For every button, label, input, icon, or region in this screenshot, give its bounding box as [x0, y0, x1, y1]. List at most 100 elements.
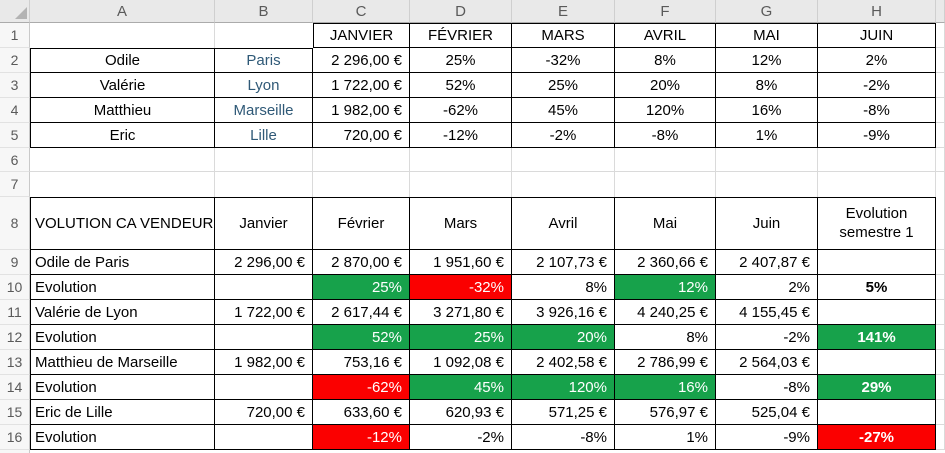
cell-F12[interactable]: 8%	[615, 325, 716, 350]
cell-A8[interactable]: VOLUTION CA VENDEUR	[30, 197, 215, 250]
row-header-16[interactable]: 16	[0, 425, 30, 450]
cell-F5[interactable]: -8%	[615, 123, 716, 148]
cell-C16[interactable]: -12%	[313, 425, 410, 450]
cell-A11[interactable]: Valérie de Lyon	[30, 300, 215, 325]
cell-A1[interactable]	[30, 23, 215, 48]
cell-I3-partial[interactable]	[936, 73, 945, 98]
cell-H11[interactable]	[818, 300, 936, 325]
cell-G16[interactable]: -9%	[716, 425, 818, 450]
cell-D10[interactable]: -32%	[410, 275, 512, 300]
column-header-A[interactable]: A	[30, 0, 215, 23]
cell-B16[interactable]	[215, 425, 313, 450]
row-header-2[interactable]: 2	[0, 48, 30, 73]
cell-G3[interactable]: 8%	[716, 73, 818, 98]
cell-F2[interactable]: 8%	[615, 48, 716, 73]
cell-A16[interactable]: Evolution	[30, 425, 215, 450]
cell-A2[interactable]: Odile	[30, 48, 215, 73]
cell-C2[interactable]: 2 296,00 €	[313, 48, 410, 73]
cell-H1[interactable]: JUIN	[818, 23, 936, 48]
cell-I5-partial[interactable]	[936, 123, 945, 148]
cell-A13[interactable]: Matthieu de Marseille	[30, 350, 215, 375]
cell-D13[interactable]: 1 092,08 €	[410, 350, 512, 375]
cell-I9-partial[interactable]	[936, 250, 945, 275]
row-header-4[interactable]: 4	[0, 98, 30, 123]
cell-E9[interactable]: 2 107,73 €	[512, 250, 615, 275]
cell-D8[interactable]: Mars	[410, 197, 512, 250]
cell-I15-partial[interactable]	[936, 400, 945, 425]
cell-I12-partial[interactable]	[936, 325, 945, 350]
cell-E10[interactable]: 8%	[512, 275, 615, 300]
cell-E5[interactable]: -2%	[512, 123, 615, 148]
cell-A4[interactable]: Matthieu	[30, 98, 215, 123]
cell-H5[interactable]: -9%	[818, 123, 936, 148]
cell-G8[interactable]: Juin	[716, 197, 818, 250]
cell-G11[interactable]: 4 155,45 €	[716, 300, 818, 325]
cell-E12[interactable]: 20%	[512, 325, 615, 350]
cell-H12[interactable]: 141%	[818, 325, 936, 350]
cell-A14[interactable]: Evolution	[30, 375, 215, 400]
cell-I11-partial[interactable]	[936, 300, 945, 325]
cell-D14[interactable]: 45%	[410, 375, 512, 400]
cell-I16-partial[interactable]	[936, 425, 945, 450]
cell-E8[interactable]: Avril	[512, 197, 615, 250]
column-header-B[interactable]: B	[215, 0, 313, 23]
cell-C15[interactable]: 633,60 €	[313, 400, 410, 425]
cell-I4-partial[interactable]	[936, 98, 945, 123]
cell-D1[interactable]: FÉVRIER	[410, 23, 512, 48]
cell-C4[interactable]: 1 982,00 €	[313, 98, 410, 123]
cell-I14-partial[interactable]	[936, 375, 945, 400]
cell-F8[interactable]: Mai	[615, 197, 716, 250]
cell-F15[interactable]: 576,97 €	[615, 400, 716, 425]
cell-H15[interactable]	[818, 400, 936, 425]
cell-H16[interactable]: -27%	[818, 425, 936, 450]
cell-C12[interactable]: 52%	[313, 325, 410, 350]
cell-E15[interactable]: 571,25 €	[512, 400, 615, 425]
row-header-5[interactable]: 5	[0, 123, 30, 148]
cell-E14[interactable]: 120%	[512, 375, 615, 400]
cell-H10[interactable]: 5%	[818, 275, 936, 300]
cell-E4[interactable]: 45%	[512, 98, 615, 123]
row-header-15[interactable]: 15	[0, 400, 30, 425]
cell-B2[interactable]: Paris	[215, 48, 313, 73]
cell-E13[interactable]: 2 402,58 €	[512, 350, 615, 375]
cell-C3[interactable]: 1 722,00 €	[313, 73, 410, 98]
row-header-9[interactable]: 9	[0, 250, 30, 275]
cell-A6[interactable]	[30, 148, 215, 172]
cell-A12[interactable]: Evolution	[30, 325, 215, 350]
cell-H4[interactable]: -8%	[818, 98, 936, 123]
cell-D15[interactable]: 620,93 €	[410, 400, 512, 425]
cell-A5[interactable]: Eric	[30, 123, 215, 148]
column-header-E[interactable]: E	[512, 0, 615, 23]
cell-G9[interactable]: 2 407,87 €	[716, 250, 818, 275]
cell-G2[interactable]: 12%	[716, 48, 818, 73]
cell-H3[interactable]: -2%	[818, 73, 936, 98]
cell-A9[interactable]: Odile de Paris	[30, 250, 215, 275]
cell-C6[interactable]	[313, 148, 410, 172]
cell-D7[interactable]	[410, 172, 512, 197]
column-header-H[interactable]: H	[818, 0, 936, 23]
cell-G13[interactable]: 2 564,03 €	[716, 350, 818, 375]
cell-F13[interactable]: 2 786,99 €	[615, 350, 716, 375]
cell-A10[interactable]: Evolution	[30, 275, 215, 300]
cell-G5[interactable]: 1%	[716, 123, 818, 148]
cell-D16[interactable]: -2%	[410, 425, 512, 450]
row-header-1[interactable]: 1	[0, 23, 30, 48]
cell-H13[interactable]	[818, 350, 936, 375]
cell-B10[interactable]	[215, 275, 313, 300]
column-header-D[interactable]: D	[410, 0, 512, 23]
cell-D12[interactable]: 25%	[410, 325, 512, 350]
cell-D6[interactable]	[410, 148, 512, 172]
row-header-13[interactable]: 13	[0, 350, 30, 375]
cell-I1-partial[interactable]	[936, 23, 945, 48]
cell-F16[interactable]: 1%	[615, 425, 716, 450]
cell-I10-partial[interactable]	[936, 275, 945, 300]
cell-C9[interactable]: 2 870,00 €	[313, 250, 410, 275]
cell-G12[interactable]: -2%	[716, 325, 818, 350]
cell-G4[interactable]: 16%	[716, 98, 818, 123]
row-header-7[interactable]: 7	[0, 172, 30, 197]
cell-G6[interactable]	[716, 148, 818, 172]
row-header-14[interactable]: 14	[0, 375, 30, 400]
column-header-F[interactable]: F	[615, 0, 716, 23]
cell-B1[interactable]	[215, 23, 313, 48]
cell-H8[interactable]: Evolution semestre 1	[818, 197, 936, 250]
